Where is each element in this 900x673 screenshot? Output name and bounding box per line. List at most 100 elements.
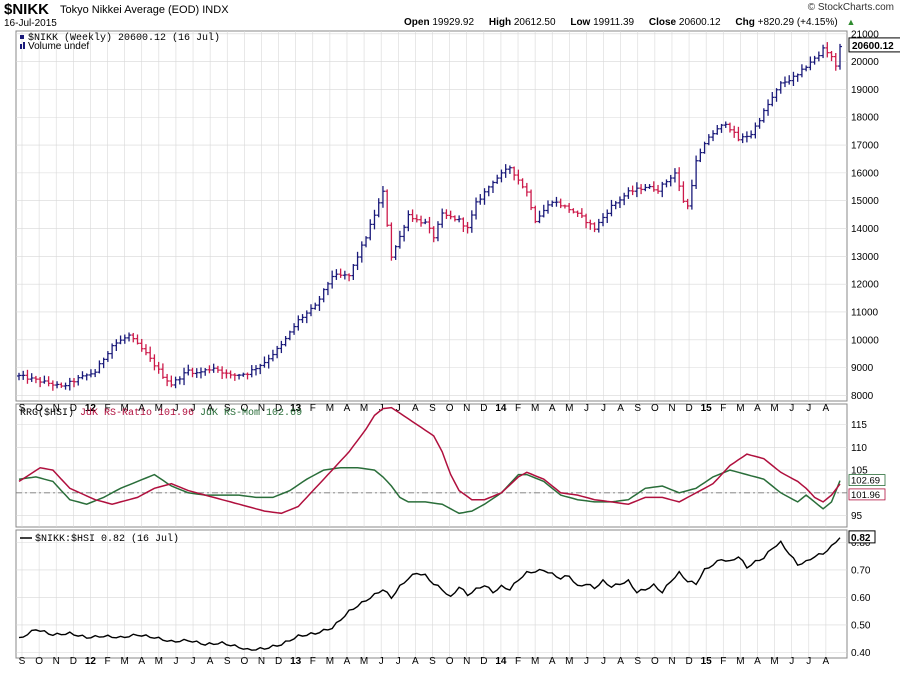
x-tick-label: F [515,656,521,667]
exchange-label: INDX [202,4,229,16]
y-tick-label: 17000 [851,141,879,152]
y-tick-label: 10000 [851,335,879,346]
x-tick-label: 14 [495,403,507,414]
x-tick-label: J [806,656,811,667]
x-tick-label: A [344,403,351,414]
x-tick-label: J [789,656,794,667]
x-tick-label: A [138,403,145,414]
rs-momentum-line [18,467,841,515]
x-tick-label: J [806,403,811,414]
x-tick-label: M [565,403,573,414]
chg-value: +820.29 (+4.15%) [757,17,838,28]
x-tick-label: M [326,403,334,414]
x-tick-label: S [224,403,231,414]
panel-frame [15,529,848,659]
x-tick-label: D [70,656,77,667]
x-tick-label: F [310,656,316,667]
close-value: 20600.12 [678,17,721,28]
x-tick-label: S [19,403,26,414]
x-tick-label: D [480,656,487,667]
y-tick-label: 110 [851,443,867,454]
y-tick-label: 20000 [851,57,879,68]
x-tick-label: M [736,656,744,667]
chg-label: Chg [735,17,755,28]
x-tick-label: 13 [290,403,302,414]
x-tick-label: M [155,403,163,414]
quote-summary: Open 19929.92 High 20612.50 Low 19911.39… [404,17,867,28]
y-tick-label: 8000 [851,391,874,402]
rrg-legend: RRG($HSI) JdK RS-Ratio 101.96 JdK RS-Mom… [20,407,302,419]
low-value: 19911.39 [593,17,635,28]
y-tick-label: 14000 [851,224,879,235]
y-tick-label: 0.70 [851,565,871,576]
x-tick-label: M [120,656,128,667]
last-value-tag [848,37,900,53]
x-tick-label: A [412,656,419,667]
x-tick-label: O [240,403,248,414]
x-tick-label: 12 [85,656,97,667]
ratio-legend: $NIKK:$HSI 0.82 (16 Jul) [35,533,179,545]
x-tick-label: S [224,656,231,667]
low-label: Low [570,17,591,28]
x-tick-label: M [326,656,334,667]
x-tick-label: 15 [701,656,713,667]
x-tick-label: F [515,403,521,414]
price-legend: $NIKK (Weekly) 20600.12 (16 Jul) [28,32,220,44]
panel-frame [15,30,848,402]
x-tick-label: S [429,403,436,414]
rrg-legend-prefix: RRG($HSI) [20,407,80,419]
ratio-last-label: 0.82 [851,533,871,544]
y-tick-label: 12000 [851,280,879,291]
volume-swatch-icon [23,42,25,49]
x-tick-label: S [19,656,26,667]
x-tick-label: M [770,403,778,414]
ohlc-bars [17,42,842,391]
x-tick-label: D [685,656,692,667]
rs-momentum-legend: JdK RS-Mom 102.69 [200,407,302,419]
x-tick-label: D [480,403,487,414]
x-tick-label: O [446,403,454,414]
y-tick-label: 105 [851,466,868,477]
series-swatch-icon [20,35,24,39]
x-tick-label: J [379,403,384,414]
volume-legend: Volume undef [28,41,89,52]
x-tick-label: A [138,656,145,667]
high-label: High [488,17,512,28]
y-tick-label: 95 [851,511,863,522]
x-tick-label: J [601,403,606,414]
x-tick-label: S [634,403,641,414]
ratio-last-tag [848,530,876,544]
x-tick-label: J [191,403,196,414]
rs-momentum-tag [848,474,886,486]
x-tick-label: J [789,403,794,414]
x-tick-label: M [531,403,539,414]
close-label: Close [648,17,677,28]
x-tick-label: F [104,656,110,667]
x-tick-label: F [310,403,316,414]
x-tick-label: F [104,403,110,414]
rs-ratio-legend: JdK RS-Ratio 101.96 [80,407,200,419]
x-tick-label: D [70,403,77,414]
x-tick-label: M [736,403,744,414]
x-tick-label: A [823,403,830,414]
y-tick-label: 0.60 [851,593,871,604]
nikk-hsi-ratio-line [18,537,841,651]
x-tick-label: A [412,403,419,414]
x-tick-label: M [360,656,368,667]
y-tick-label: 115 [851,420,867,431]
x-tick-label: 15 [701,403,713,414]
x-tick-label: N [258,403,265,414]
x-tick-label: O [240,656,248,667]
x-tick-label: N [53,403,60,414]
high-value: 20612.50 [513,17,556,28]
x-tick-label: A [617,656,624,667]
y-tick-label: 18000 [851,113,879,124]
volume-swatch-icon [20,44,22,49]
x-tick-label: J [191,656,196,667]
x-tick-label: M [531,656,539,667]
x-tick-label: S [634,656,641,667]
y-tick-label: 16000 [851,168,879,179]
x-tick-label: N [53,656,60,667]
x-tick-label: J [173,656,178,667]
